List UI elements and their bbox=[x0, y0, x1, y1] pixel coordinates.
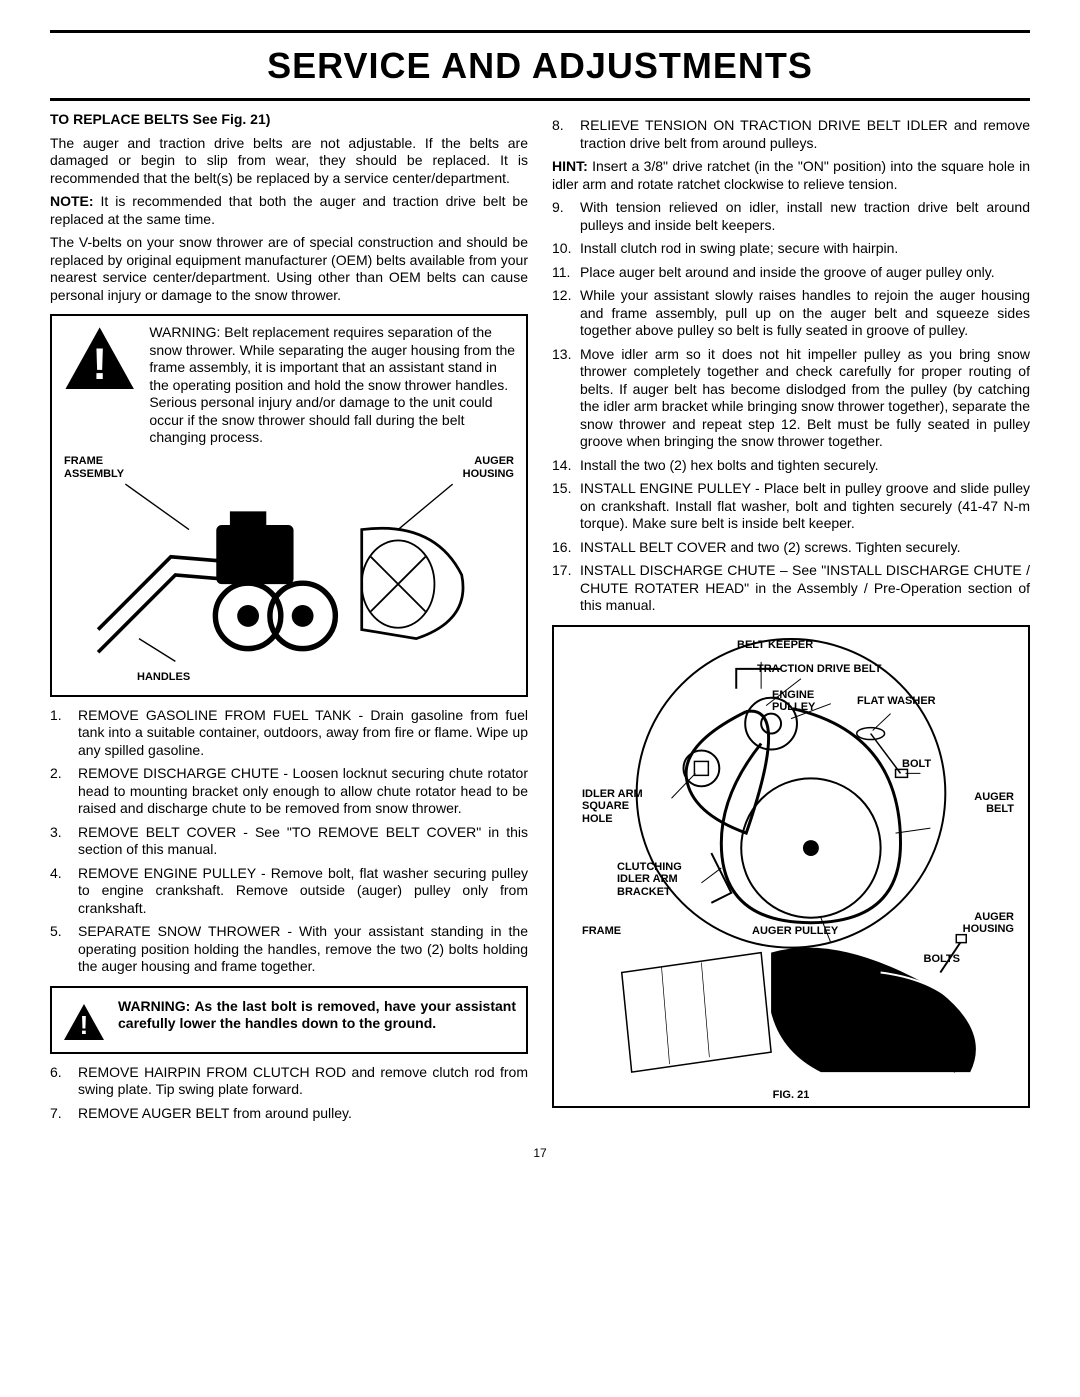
step-10: Install clutch rod in swing plate; secur… bbox=[552, 240, 1030, 258]
step-7: REMOVE AUGER BELT from around pulley. bbox=[50, 1105, 528, 1123]
step-2: REMOVE DISCHARGE CHUTE - Loosen locknut … bbox=[50, 765, 528, 818]
bolt-label: BOLT bbox=[902, 758, 931, 771]
replace-belts-heading: TO REPLACE BELTS See Fig. 21) bbox=[50, 111, 528, 129]
belt-keeper-label: BELT KEEPER bbox=[737, 639, 813, 652]
step-8-list: RELIEVE TENSION ON TRACTION DRIVE BELT I… bbox=[552, 117, 1030, 152]
flat-washer-label: FLAT WASHER bbox=[857, 695, 936, 708]
handles-label: HANDLES bbox=[137, 671, 190, 684]
note-para: NOTE: It is recommended that both the au… bbox=[50, 193, 528, 228]
right-column: RELIEVE TENSION ON TRACTION DRIVE BELT I… bbox=[552, 111, 1030, 1128]
auger-pulley-label: AUGER PULLEY bbox=[752, 925, 838, 938]
step-6: REMOVE HAIRPIN FROM CLUTCH ROD and remov… bbox=[50, 1064, 528, 1099]
clutching-label: CLUTCHINGIDLER ARMBRACKET bbox=[617, 861, 682, 899]
warning-row: ! WARNING: Belt replacement requires sep… bbox=[62, 324, 516, 447]
step-11: Place auger belt around and inside the g… bbox=[552, 264, 1030, 282]
two-column-layout: TO REPLACE BELTS See Fig. 21) The auger … bbox=[50, 111, 1030, 1128]
fig-21-caption: FIG. 21 bbox=[562, 1089, 1020, 1103]
step-8: RELIEVE TENSION ON TRACTION DRIVE BELT I… bbox=[552, 117, 1030, 152]
step-12: While your assistant slowly raises handl… bbox=[552, 287, 1030, 340]
svg-text:!: ! bbox=[92, 340, 107, 389]
step-3: REMOVE BELT COVER - See "TO REMOVE BELT … bbox=[50, 824, 528, 859]
engine-pulley-label: ENGINEPULLEY bbox=[772, 689, 815, 714]
auger-belt-label: AUGERBELT bbox=[974, 791, 1014, 816]
warning-1-text: WARNING: Belt replacement requires separ… bbox=[149, 324, 516, 447]
step-14: Install the two (2) hex bolts and tighte… bbox=[552, 457, 1030, 475]
separated-thrower-diagram: FRAMEASSEMBLY AUGERHOUSING bbox=[62, 455, 516, 685]
intro-para-2: The V-belts on your snow thrower are of … bbox=[50, 234, 528, 304]
left-column: TO REPLACE BELTS See Fig. 21) The auger … bbox=[50, 111, 528, 1128]
svg-text:!: ! bbox=[80, 1010, 89, 1040]
idler-arm-label: IDLER ARMSQUAREHOLE bbox=[582, 788, 643, 826]
top-rule bbox=[50, 30, 1030, 33]
thrower-lineart-icon bbox=[62, 475, 516, 675]
step-1: REMOVE GASOLINE FROM FUEL TANK - Drain g… bbox=[50, 707, 528, 760]
step-5: SEPARATE SNOW THROWER - With your assist… bbox=[50, 923, 528, 976]
warning-figure-box: ! WARNING: Belt replacement requires sep… bbox=[50, 314, 528, 697]
belt-diagram: BELT KEEPER TRACTION DRIVE BELT ENGINEPU… bbox=[562, 633, 1020, 1083]
step-13: Move idler arm so it does not hit impell… bbox=[552, 346, 1030, 451]
frame-label: FRAME bbox=[582, 925, 621, 938]
bolts-label: BOLTS bbox=[924, 953, 960, 966]
traction-belt-label: TRACTION DRIVE BELT bbox=[757, 663, 881, 676]
step-16: INSTALL BELT COVER and two (2) screws. T… bbox=[552, 539, 1030, 557]
steps-6-7: REMOVE HAIRPIN FROM CLUTCH ROD and remov… bbox=[50, 1064, 528, 1123]
steps-9-17: With tension relieved on idler, install … bbox=[552, 199, 1030, 615]
page-number: 17 bbox=[50, 1146, 1030, 1161]
intro-para-1: The auger and traction drive belts are n… bbox=[50, 135, 528, 188]
warning-triangle-icon: ! bbox=[62, 324, 137, 392]
step-4: REMOVE ENGINE PULLEY - Remove bolt, flat… bbox=[50, 865, 528, 918]
warning-2-text: WARNING: As the last bolt is removed, ha… bbox=[118, 998, 516, 1033]
steps-1-5: REMOVE GASOLINE FROM FUEL TANK - Drain g… bbox=[50, 707, 528, 976]
step-17: INSTALL DISCHARGE CHUTE – See "INSTALL D… bbox=[552, 562, 1030, 615]
warning-box-2: ! WARNING: As the last bolt is removed, … bbox=[50, 986, 528, 1054]
note-text: It is recommended that both the auger an… bbox=[50, 193, 528, 227]
hint-para: HINT: Insert a 3/8" drive ratchet (in th… bbox=[552, 158, 1030, 193]
page-title: SERVICE AND ADJUSTMENTS bbox=[50, 43, 1030, 88]
warning-triangle-icon-2: ! bbox=[62, 1002, 106, 1042]
step-9: With tension relieved on idler, install … bbox=[552, 199, 1030, 234]
title-rule bbox=[50, 98, 1030, 101]
step-15: INSTALL ENGINE PULLEY - Place belt in pu… bbox=[552, 480, 1030, 533]
fig-21-box: BELT KEEPER TRACTION DRIVE BELT ENGINEPU… bbox=[552, 625, 1030, 1109]
auger-housing-label-2: AUGERHOUSING bbox=[963, 911, 1014, 936]
